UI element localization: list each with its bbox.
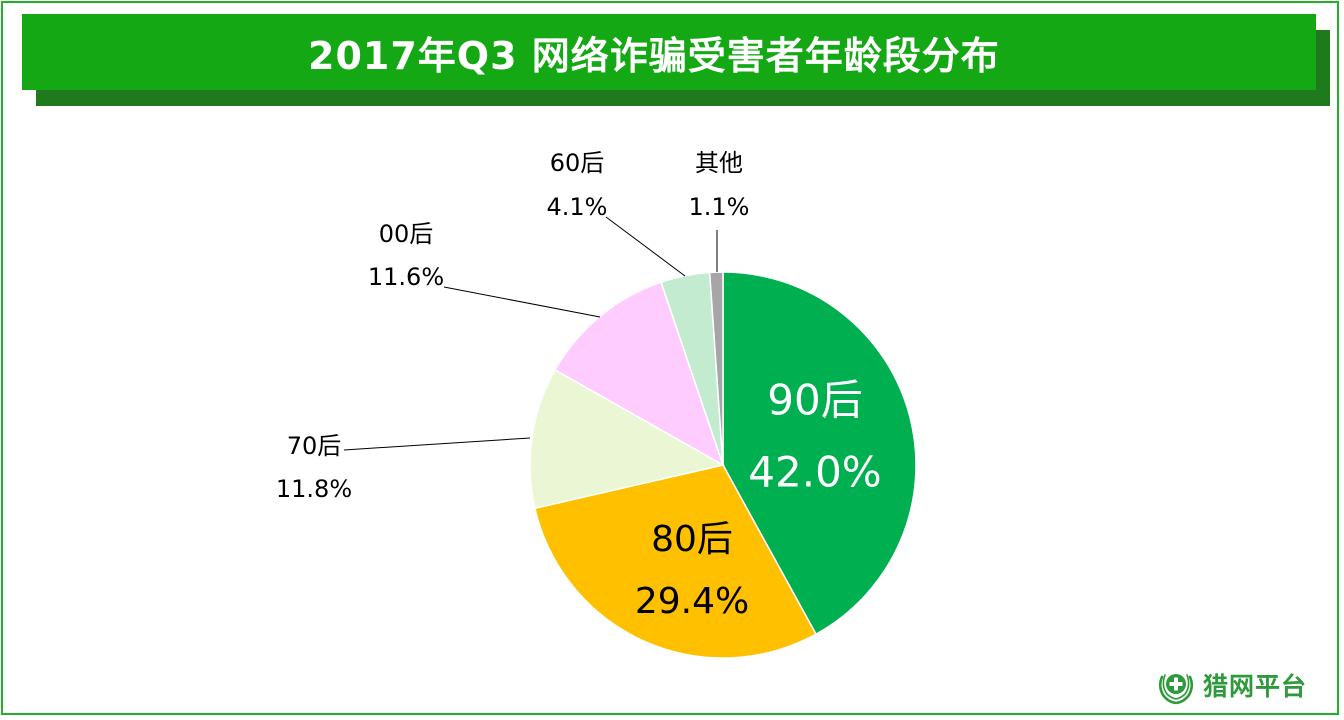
slice-label-4: 00后 [379, 220, 434, 248]
leader-line-3 [343, 437, 531, 451]
slice-label-1: 90后 [767, 376, 862, 425]
leader-line-5 [605, 216, 686, 277]
slice-value-label-1: 42.0% [748, 448, 881, 497]
slice-value-label-3: 11.8% [276, 475, 352, 503]
pie-slice-1 [722, 271, 917, 636]
slice-label-5: 60后 [550, 149, 605, 177]
pie-slice-6 [708, 271, 724, 466]
leader-line-4 [443, 286, 601, 318]
slice-label-3: 70后 [287, 432, 342, 460]
slice-value-label-4: 11.6% [368, 263, 444, 291]
title-banner: 2017年Q3 网络诈骗受害者年龄段分布 [22, 14, 1316, 90]
slice-label-2: 80后 [651, 519, 733, 560]
slice-value-label-5: 4.1% [547, 193, 608, 221]
pie-slice-4 [554, 281, 725, 467]
pie-slice-2 [534, 464, 817, 659]
slice-label-6: 其他 [695, 149, 743, 177]
pie-slice-3 [529, 368, 726, 510]
chart-title: 2017年Q3 网络诈骗受害者年龄段分布 [308, 33, 1000, 78]
brand-emblem-icon [1158, 674, 1194, 705]
slice-value-label-6: 1.1% [689, 193, 750, 221]
slice-value-label-2: 29.4% [635, 581, 749, 622]
brand-name: 猎网平台 [1203, 672, 1308, 701]
brand-logo: 猎网平台 [1155, 663, 1307, 707]
